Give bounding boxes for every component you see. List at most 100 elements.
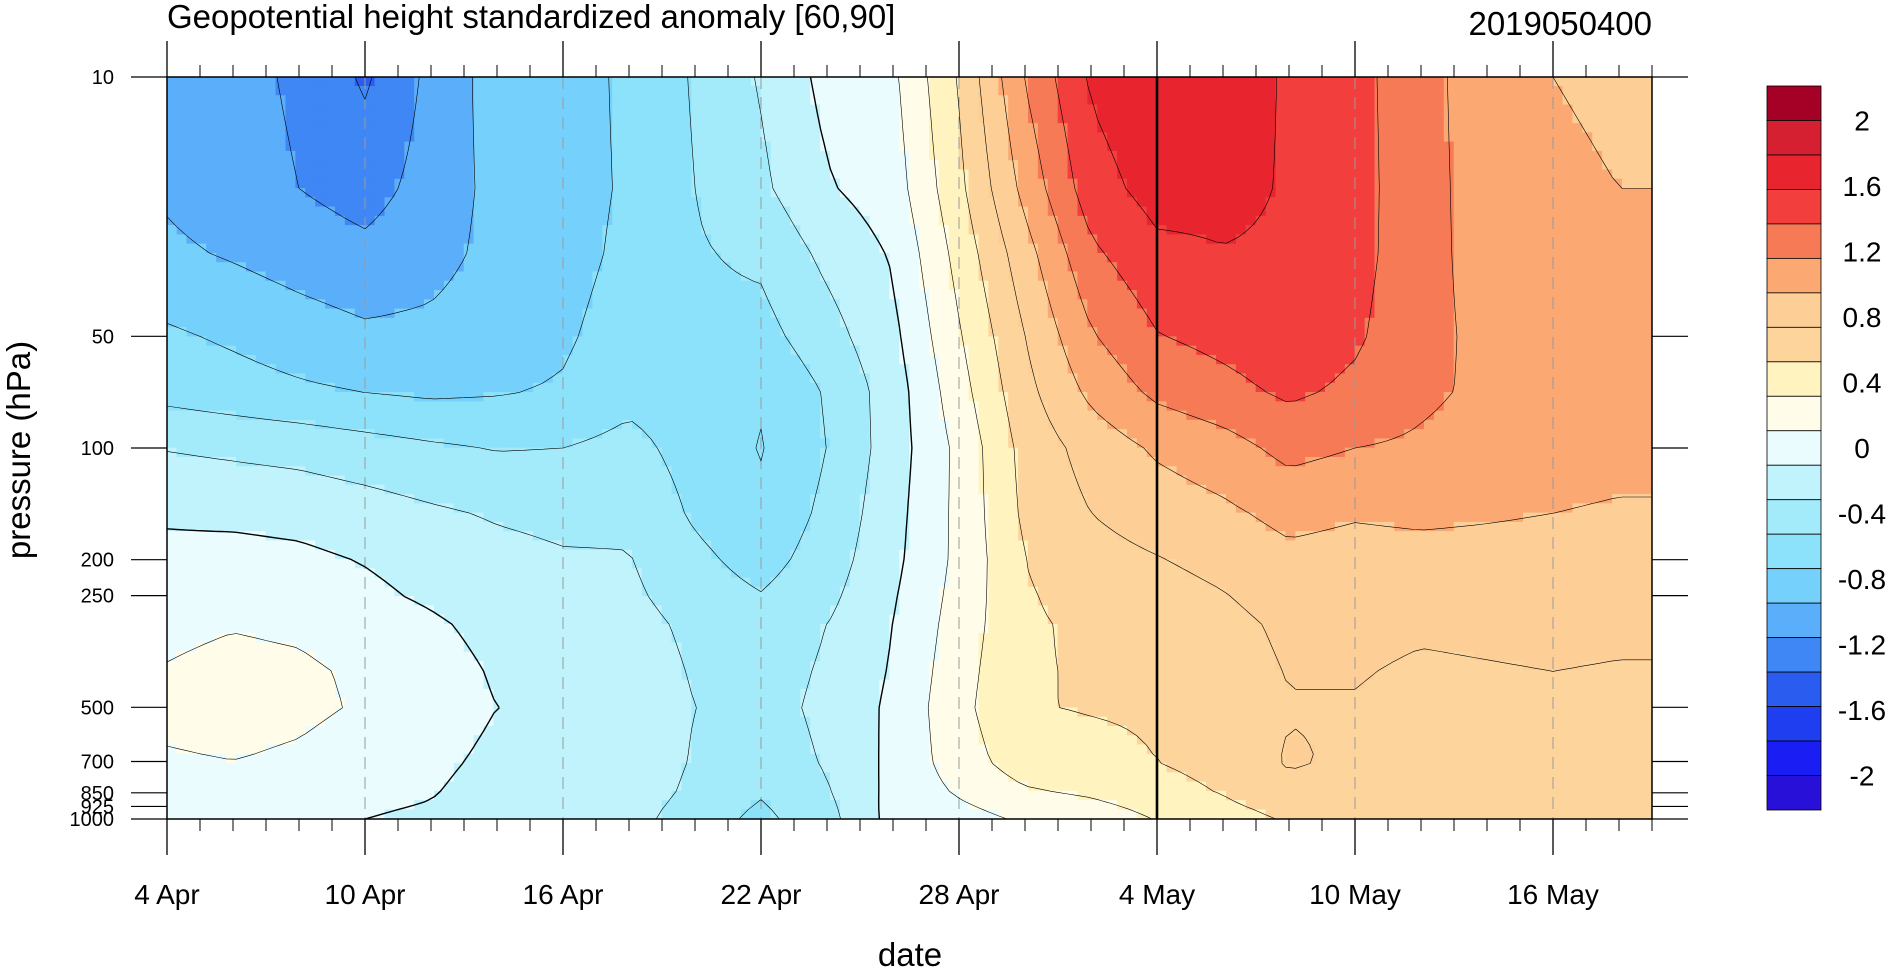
contour-cell [255,234,267,245]
contour-cell [542,85,554,96]
contour-cell [236,568,247,579]
contour-cell [354,753,366,764]
contour-cell [344,345,356,356]
contour-cell [255,809,267,819]
contour-cell [354,642,366,653]
contour-cell [236,429,247,440]
contour-cell [384,549,395,560]
contour-cell [731,753,742,764]
contour-cell [513,800,524,811]
contour-cell [335,336,346,347]
contour-cell [533,438,544,449]
contour-cell [701,781,712,792]
contour-cell [770,382,782,393]
contour-cell [542,559,554,569]
contour-cell [513,271,524,282]
contour-cell [602,197,613,208]
contour-cell [206,382,217,393]
contour-cell [305,438,316,449]
contour-cell [463,132,475,143]
contour-cell [740,642,752,653]
contour-cell [572,345,584,356]
contour-cell [305,494,316,504]
contour-cell [236,698,247,709]
contour-cell [562,327,574,338]
contour-cell [661,85,673,96]
contour-cell [721,614,732,625]
contour-cell [394,271,405,282]
contour-cell [612,215,623,226]
contour-cell [731,419,742,430]
contour-cell [364,688,376,699]
contour-cell [721,521,732,532]
contour-cell [275,197,287,208]
contour-cell [196,336,207,347]
contour-cell [711,252,722,263]
contour-cell [711,716,722,727]
contour-cell [295,401,306,412]
contour-cell [404,382,415,393]
contour-cell [404,225,415,235]
contour-cell [265,698,277,709]
contour-cell [592,392,603,402]
contour-cell [770,280,782,291]
contour-cell [523,234,534,245]
contour-cell [275,271,287,282]
contour-cell [394,327,405,338]
contour-cell [374,382,386,393]
contour-cell [443,410,455,421]
contour-cell [542,327,554,338]
contour-cell [671,456,683,467]
contour-cell [463,763,475,773]
contour-cell [285,95,296,106]
contour-cell [275,364,287,375]
contour-cell [305,178,316,189]
contour-cell [295,679,306,690]
contour-cell [760,317,772,328]
contour-cell [760,781,772,792]
contour-cell [424,419,435,430]
contour-cell [592,243,603,254]
contour-cell [186,188,197,198]
contour-cell [681,605,692,616]
contour-cell [602,725,613,736]
contour-cell [691,670,702,681]
contour-cell [721,113,732,124]
contour-cell [740,800,752,811]
contour-cell [592,781,603,792]
contour-cell [305,336,316,347]
contour-cell [701,85,712,96]
contour-cell [473,781,485,792]
contour-cell [651,392,663,402]
contour-cell [453,392,465,402]
contour-cell [344,419,356,430]
contour-cell [533,763,544,773]
contour-cell [721,781,732,792]
contour-cell [315,716,326,727]
contour-cell [216,141,227,152]
contour-cell [295,559,306,569]
contour-cell [731,234,742,245]
contour-cell [671,197,683,208]
contour-cell [661,280,673,291]
contour-cell [533,716,544,727]
contour-cell [701,373,712,384]
contour-cell [384,456,395,467]
contour-cell [641,252,653,263]
contour-cell [592,447,603,458]
contour-cell [176,549,188,560]
contour-cell [750,280,762,291]
contour-cell [245,438,257,449]
contour-cell [711,197,722,208]
contour-cell [463,633,475,644]
contour-cell [473,725,485,736]
contour-cell [335,698,346,709]
contour-cell [542,410,554,421]
contour-cell [354,623,366,634]
contour-cell [434,707,445,718]
contour-cell [186,160,197,171]
contour-cell [721,336,732,347]
contour-cell [265,299,277,310]
contour-cell [344,688,356,699]
contour-cell [315,85,326,96]
